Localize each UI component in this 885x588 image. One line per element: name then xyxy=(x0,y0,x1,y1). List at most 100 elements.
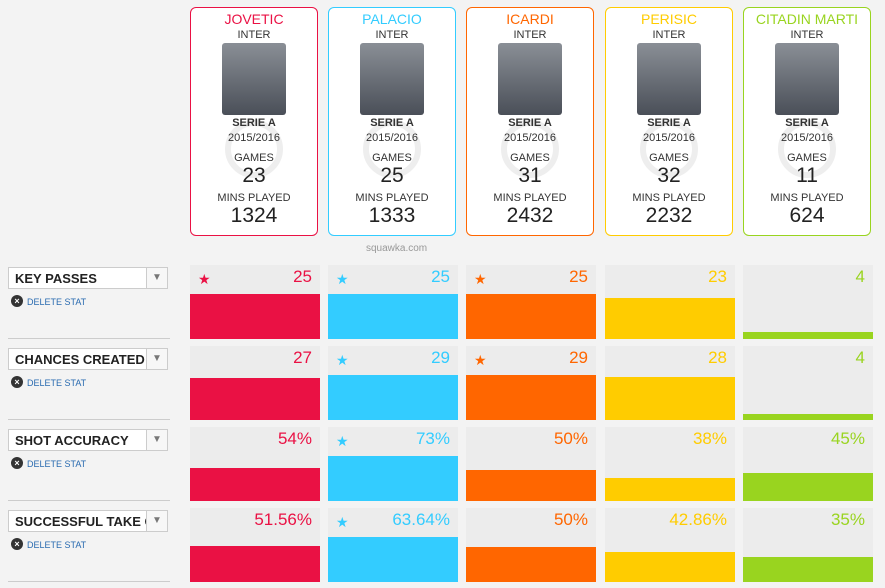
stat-name: SHOT ACCURACY xyxy=(15,433,129,448)
stat-cell: 23 xyxy=(605,265,735,339)
ring xyxy=(363,120,421,178)
separator xyxy=(8,581,170,582)
games: 23 xyxy=(242,164,266,187)
team: INTER xyxy=(237,29,271,41)
value-label: 25 xyxy=(569,267,588,286)
bar xyxy=(190,467,320,501)
delete-icon: × xyxy=(11,295,23,307)
season: 2015/2016 xyxy=(781,132,833,144)
bar xyxy=(743,557,873,582)
team: INTER xyxy=(375,29,409,41)
delete-stat[interactable]: DELETE STAT xyxy=(27,459,87,469)
best-star: ★ xyxy=(336,433,349,449)
best-star: ★ xyxy=(198,271,211,287)
bar xyxy=(605,551,735,582)
player-photo xyxy=(360,43,424,115)
value-label: 50% xyxy=(553,429,588,448)
player-photo xyxy=(775,43,839,115)
stat-name: SUCCESSFUL TAKE O xyxy=(15,514,155,529)
player-name: ICARDI xyxy=(506,11,554,27)
best-star: ★ xyxy=(336,352,349,368)
value-label: 63.64% xyxy=(392,510,450,529)
season: 2015/2016 xyxy=(366,132,418,144)
games-label: GAMES xyxy=(787,152,827,164)
bar xyxy=(466,375,596,420)
bar xyxy=(328,375,458,420)
mins: 2232 xyxy=(645,204,693,227)
league: SERIE A xyxy=(232,117,276,129)
bar xyxy=(328,537,458,582)
season: 2015/2016 xyxy=(504,132,556,144)
games-label: GAMES xyxy=(510,152,550,164)
stat-dropdown[interactable]: KEY PASSES ▼ xyxy=(8,267,168,289)
stat-name: CHANCES CREATED xyxy=(15,352,145,367)
value-label: 29 xyxy=(431,348,450,367)
stat-cell: 4 xyxy=(743,346,873,420)
stat-cell: 73% ★ xyxy=(328,427,458,501)
value-label: 54% xyxy=(277,429,312,448)
separator xyxy=(8,500,170,501)
bar xyxy=(605,297,735,339)
season: 2015/2016 xyxy=(228,132,280,144)
league: SERIE A xyxy=(785,117,829,129)
player-name: PALACIO xyxy=(362,11,422,27)
dropdown-arrow: ▼ xyxy=(146,430,167,450)
team: INTER xyxy=(652,29,686,41)
delete-stat[interactable]: DELETE STAT xyxy=(27,540,87,550)
separator xyxy=(8,419,170,420)
stat-cell: 50% xyxy=(466,508,596,582)
bar xyxy=(328,294,458,339)
stat-dropdown[interactable]: SHOT ACCURACY ▼ xyxy=(8,429,168,451)
bar xyxy=(190,378,320,420)
value-label: 23 xyxy=(708,267,727,286)
dropdown-arrow: ▼ xyxy=(146,349,167,369)
league: SERIE A xyxy=(370,117,414,129)
stat-cell: 27 xyxy=(190,346,320,420)
stat-dropdown[interactable]: SUCCESSFUL TAKE O ▼ xyxy=(8,510,168,532)
value-label: 38% xyxy=(692,429,727,448)
best-star: ★ xyxy=(474,271,487,287)
team: INTER xyxy=(513,29,547,41)
source: squawka.com xyxy=(366,243,428,254)
season: 2015/2016 xyxy=(643,132,695,144)
games: 25 xyxy=(380,164,404,187)
value-label: 25 xyxy=(431,267,450,286)
player-card: ICARDI INTER SERIE A 2015/2016 GAMES 31 MINS P… xyxy=(466,7,594,236)
mins: 2432 xyxy=(506,204,554,227)
stat-name: KEY PASSES xyxy=(15,271,97,286)
delete-stat[interactable]: DELETE STAT xyxy=(27,297,87,307)
games-label: GAMES xyxy=(372,152,412,164)
stat-cell: 42.86% xyxy=(605,508,735,582)
mins: 1324 xyxy=(230,204,278,227)
player-card: JOVETIC INTER SERIE A 2015/2016 GAMES 23 MINS … xyxy=(190,7,318,236)
stat-cell: 54% xyxy=(190,427,320,501)
dropdown-arrow: ▼ xyxy=(146,511,167,531)
value-label: 28 xyxy=(708,348,727,367)
dropdown-arrow: ▼ xyxy=(146,268,167,288)
delete-stat[interactable]: DELETE STAT xyxy=(27,378,87,388)
mins-label: MINS PLAYED xyxy=(632,192,706,204)
stat-cell: 45% xyxy=(743,427,873,501)
bar xyxy=(466,546,596,582)
mins-label: MINS PLAYED xyxy=(770,192,844,204)
value-label: 50% xyxy=(553,510,588,529)
stat-cell: 29 ★ xyxy=(328,346,458,420)
mins: 1333 xyxy=(368,204,416,227)
player-name: PERISIC xyxy=(640,11,697,27)
player-photo xyxy=(637,43,701,115)
bar xyxy=(743,473,873,501)
stat-dropdown[interactable]: CHANCES CREATED ▼ xyxy=(8,348,168,370)
value-label: 35% xyxy=(830,510,865,529)
stat-cell: 50% xyxy=(466,427,596,501)
value-label: 45% xyxy=(830,429,865,448)
stat-cell: 25 ★ xyxy=(190,265,320,339)
games-label: GAMES xyxy=(234,152,274,164)
delete-icon: × xyxy=(11,538,23,550)
player-photo xyxy=(222,43,286,115)
value-label: 25 xyxy=(293,267,312,286)
value-label: 4 xyxy=(855,348,865,367)
player-photo xyxy=(498,43,562,115)
delete-icon: × xyxy=(11,457,23,469)
value-label: 4 xyxy=(855,267,865,286)
league: SERIE A xyxy=(647,117,691,129)
